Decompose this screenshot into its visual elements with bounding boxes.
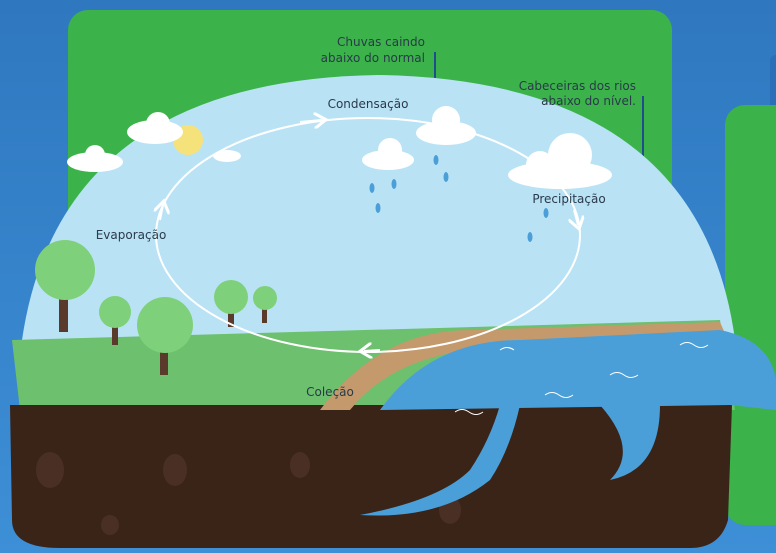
callout-text: abaixo do nível. (541, 94, 636, 108)
water-cycle-illustration: Chuvas caindo abaixo do normal Cabeceira… (0, 0, 776, 553)
arrow (364, 350, 380, 351)
callout-text: abaixo do normal (321, 51, 425, 65)
callout-text: Chuvas caindo (337, 35, 425, 49)
stage-label: Condensação (328, 97, 409, 111)
stage-label: Evaporação (96, 228, 167, 242)
stage-label: Coleção (306, 385, 354, 399)
side-card (725, 105, 776, 525)
stage-label: Precipitação (532, 192, 605, 206)
callout-text: Cabeceiras dos rios (519, 79, 636, 93)
